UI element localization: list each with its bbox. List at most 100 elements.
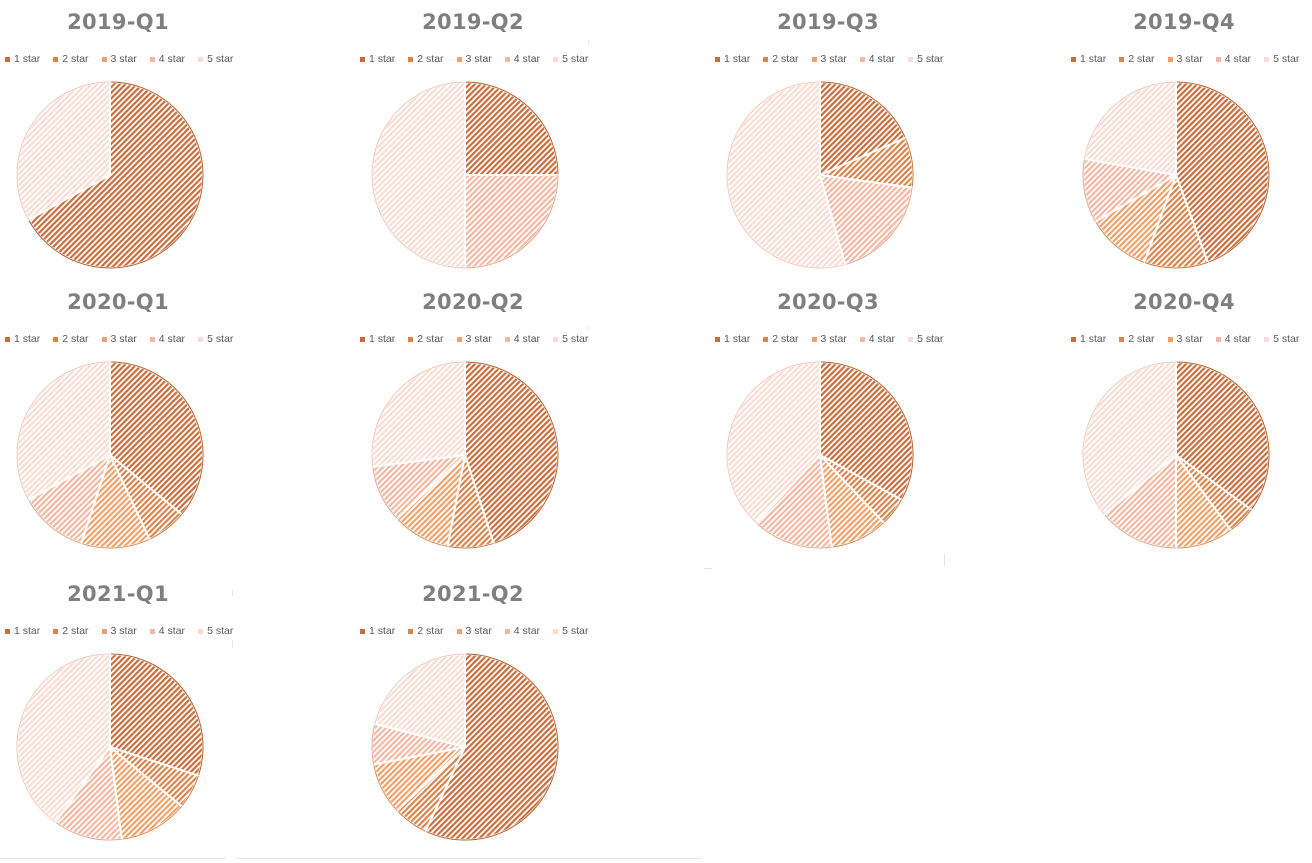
chart-title: 2020-Q4 [1133,290,1235,314]
pie-slice-edge [844,187,913,266]
legend-item-3-star: 3 star [101,333,137,345]
legend-swatch [101,628,107,634]
chart-panel-2020-q3: 2020-Q3 1 star 2 star 3 star 4 star 5 star [710,280,946,566]
legend-label: 4 star [158,625,186,637]
legend-item-4-star: 4 star [859,53,895,65]
pie-slice-edge [1095,221,1145,263]
legend-item-5-star: 5 star [553,625,588,637]
legend-swatch [5,336,10,342]
legend-label: 2 star [62,53,89,65]
chart-frame-line [0,858,226,859]
pie-slice-edge [755,522,832,549]
legend-swatch [504,628,510,634]
legend-swatch [504,56,510,62]
legend-item-3-star: 3 star [456,625,492,637]
pie-slice-edge [726,361,821,524]
legend-label: 4 star [868,333,896,345]
pie-chart [1082,360,1270,550]
pie-slice-5-star [371,360,466,468]
legend-swatch [198,336,204,342]
legend-item-3-star: 3 star [1167,333,1203,345]
legend-label: 2 star [772,333,799,345]
pie-slice-edge [396,518,448,547]
chart-title: 2021-Q2 [422,582,524,606]
legend-label: 5 star [562,53,589,65]
pie-slice-edge [1175,81,1270,263]
legend-item-2-star: 2 star [53,53,89,65]
pie-slice-edge [121,805,183,840]
pie-slice-edge [373,764,398,812]
chart-panel-2021-q1: 2021-Q1 1 star 2 star 3 star 4 star 5 star [0,572,236,858]
legend-item-1-star: 1 star [5,53,40,65]
legend-label: 1 star [14,333,41,345]
pie-chart [16,360,204,549]
legend-swatch [53,628,59,634]
legend-label: 1 star [1080,53,1107,65]
legend-swatch [908,56,914,62]
pie-slice-edge [371,81,466,269]
pie-slice-edge [464,361,559,544]
legend-swatch [763,336,769,342]
legend-label: 2 star [1128,53,1155,65]
legend-label: 1 star [369,333,396,345]
legend-swatch [908,336,914,342]
pie-slice-edge [831,522,885,548]
legend-label: 3 star [820,53,847,65]
legend-label: 4 star [513,53,541,65]
legend-swatch [504,336,510,342]
legend-item-2-star: 2 star [53,625,89,637]
legend-swatch [408,628,414,634]
pie-slice-5-star [1083,80,1177,177]
legend-label: 2 star [62,625,89,637]
legend-item-5-star: 5 star [553,53,588,65]
chart-frame-line [588,40,589,44]
legend-swatch [1215,56,1221,62]
pie-slice-edge [726,81,846,269]
pie-slice-edge [1082,158,1096,222]
legend-item-1-star: 1 star [360,333,395,345]
legend-item-3-star: 3 star [1167,53,1203,65]
legend-swatch [811,336,817,342]
chart-legend: 1 star 2 star 3 star 4 star 5 star [1071,332,1307,346]
legend-label: 4 star [1224,333,1252,345]
legend-label: 3 star [110,53,137,65]
chart-panel-2019-q3: 2019-Q3 1 star 2 star 3 star 4 star 5 star [710,0,946,286]
legend-swatch [553,628,559,634]
legend-label: 1 star [724,53,751,65]
chart-panel-2019-q4: 2019-Q4 1 star 2 star 3 star 4 star 5 star [1066,0,1302,286]
chart-panel-2019-q1: 2019-Q1 1 star 2 star 3 star 4 star 5 star [0,0,236,286]
legend-item-2-star: 2 star [408,333,444,345]
legend-item-3-star: 3 star [456,333,492,345]
pie-slice-edge [372,466,398,520]
pie-chart [371,652,559,841]
legend-swatch [1215,336,1221,342]
chart-frame-line [232,590,233,596]
legend-swatch [456,56,462,62]
legend-item-4-star: 4 star [504,333,540,345]
legend-item-2-star: 2 star [408,625,444,637]
chart-legend: 1 star 2 star 3 star 4 star 5 star [360,624,596,638]
legend-swatch [408,336,414,342]
legend-label: 5 star [917,53,944,65]
pie-slice-edge [1082,361,1177,515]
chart-title: 2021-Q1 [67,582,169,606]
legend-swatch [101,336,107,342]
pie-chart [371,80,560,270]
legend-item-3-star: 3 star [101,625,137,637]
legend-item-1-star: 1 star [1071,53,1106,65]
chart-frame-line [588,326,589,330]
legend-swatch [1264,336,1270,342]
pie-chart [16,80,204,269]
legend-swatch [149,56,155,62]
chart-panel-2020-q4: 2020-Q4 1 star 2 star 3 star 4 star 5 star [1066,280,1302,566]
legend-item-1-star: 1 star [1071,333,1106,345]
legend-item-3-star: 3 star [101,53,137,65]
legend-item-4-star: 4 star [149,333,185,345]
pie-slice-edge [425,653,559,841]
legend-item-2-star: 2 star [763,333,799,345]
pie-slice-edge [1175,361,1270,510]
pie-slice-edge [28,81,204,269]
chart-panel-2020-q1: 2020-Q1 1 star 2 star 3 star 4 star 5 star [0,280,236,566]
legend-item-5-star: 5 star [908,53,943,65]
legend-label: 4 star [1224,53,1252,65]
